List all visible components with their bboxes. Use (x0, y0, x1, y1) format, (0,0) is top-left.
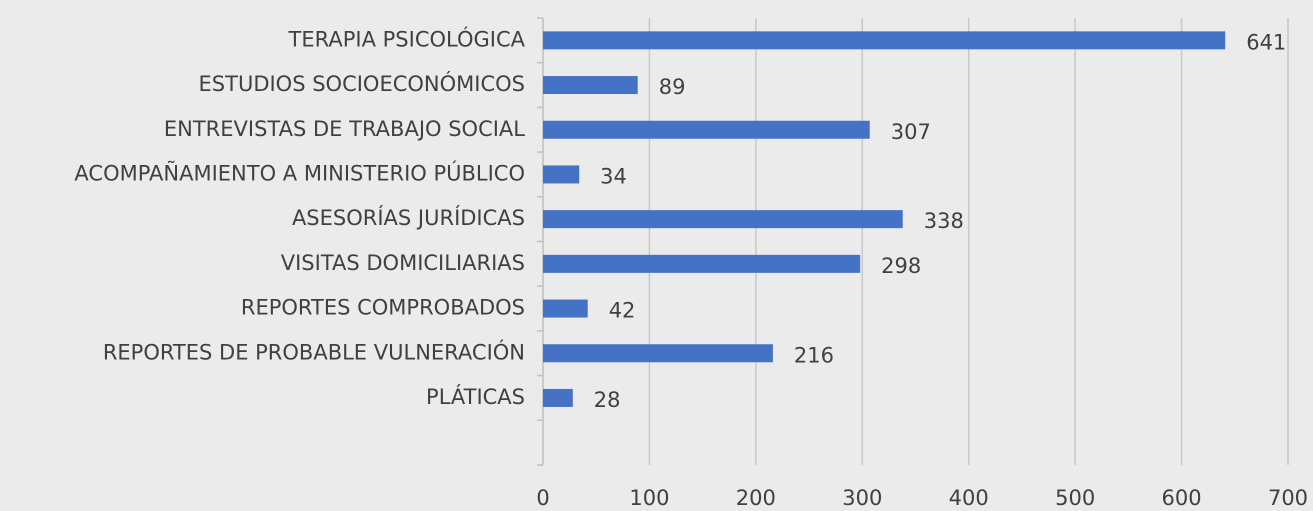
bar (543, 120, 870, 139)
value-label: 338 (924, 209, 964, 233)
y-tick-label: ASESORÍAS JURÍDICAS (292, 205, 525, 230)
value-label: 298 (881, 254, 921, 278)
value-label: 42 (609, 299, 636, 323)
y-tick-label: ACOMPAÑAMIENTO A MINISTERIO PÚBLICO (74, 159, 525, 185)
y-tick-label: REPORTES COMPROBADOS (241, 296, 525, 320)
y-tick-label: REPORTES DE PROBABLE VULNERACIÓN (103, 339, 525, 364)
bar (543, 299, 588, 318)
bar (543, 388, 573, 407)
bar (543, 344, 773, 363)
bar (543, 254, 861, 273)
bar (543, 210, 903, 229)
y-tick-label: PLÁTICAS (426, 384, 525, 409)
y-tick-label: ESTUDIOS SOCIOECONÓMICOS (199, 71, 525, 96)
value-label: 89 (659, 75, 686, 99)
value-label: 28 (594, 388, 621, 412)
y-tick-label: VISITAS DOMICILIARIAS (281, 251, 525, 275)
x-tick-label: 600 (1162, 486, 1202, 510)
x-tick-label: 400 (949, 486, 989, 510)
x-tick-label: 300 (842, 486, 882, 510)
x-tick-label: 700 (1268, 486, 1308, 510)
x-tick-label: 0 (536, 486, 549, 510)
value-label: 34 (600, 164, 627, 188)
bar (543, 76, 638, 95)
x-tick-label: 500 (1055, 486, 1095, 510)
value-label: 307 (891, 120, 931, 144)
value-label: 641 (1246, 30, 1286, 54)
value-label: 216 (794, 343, 834, 367)
bar (543, 165, 580, 184)
y-tick-label: ENTREVISTAS DE TRABAJO SOCIAL (164, 117, 525, 141)
x-tick-label: 200 (736, 486, 776, 510)
y-tick-label: TERAPIA PSICOLÓGICA (288, 26, 526, 51)
bar (543, 31, 1226, 50)
x-tick-label: 100 (629, 486, 669, 510)
